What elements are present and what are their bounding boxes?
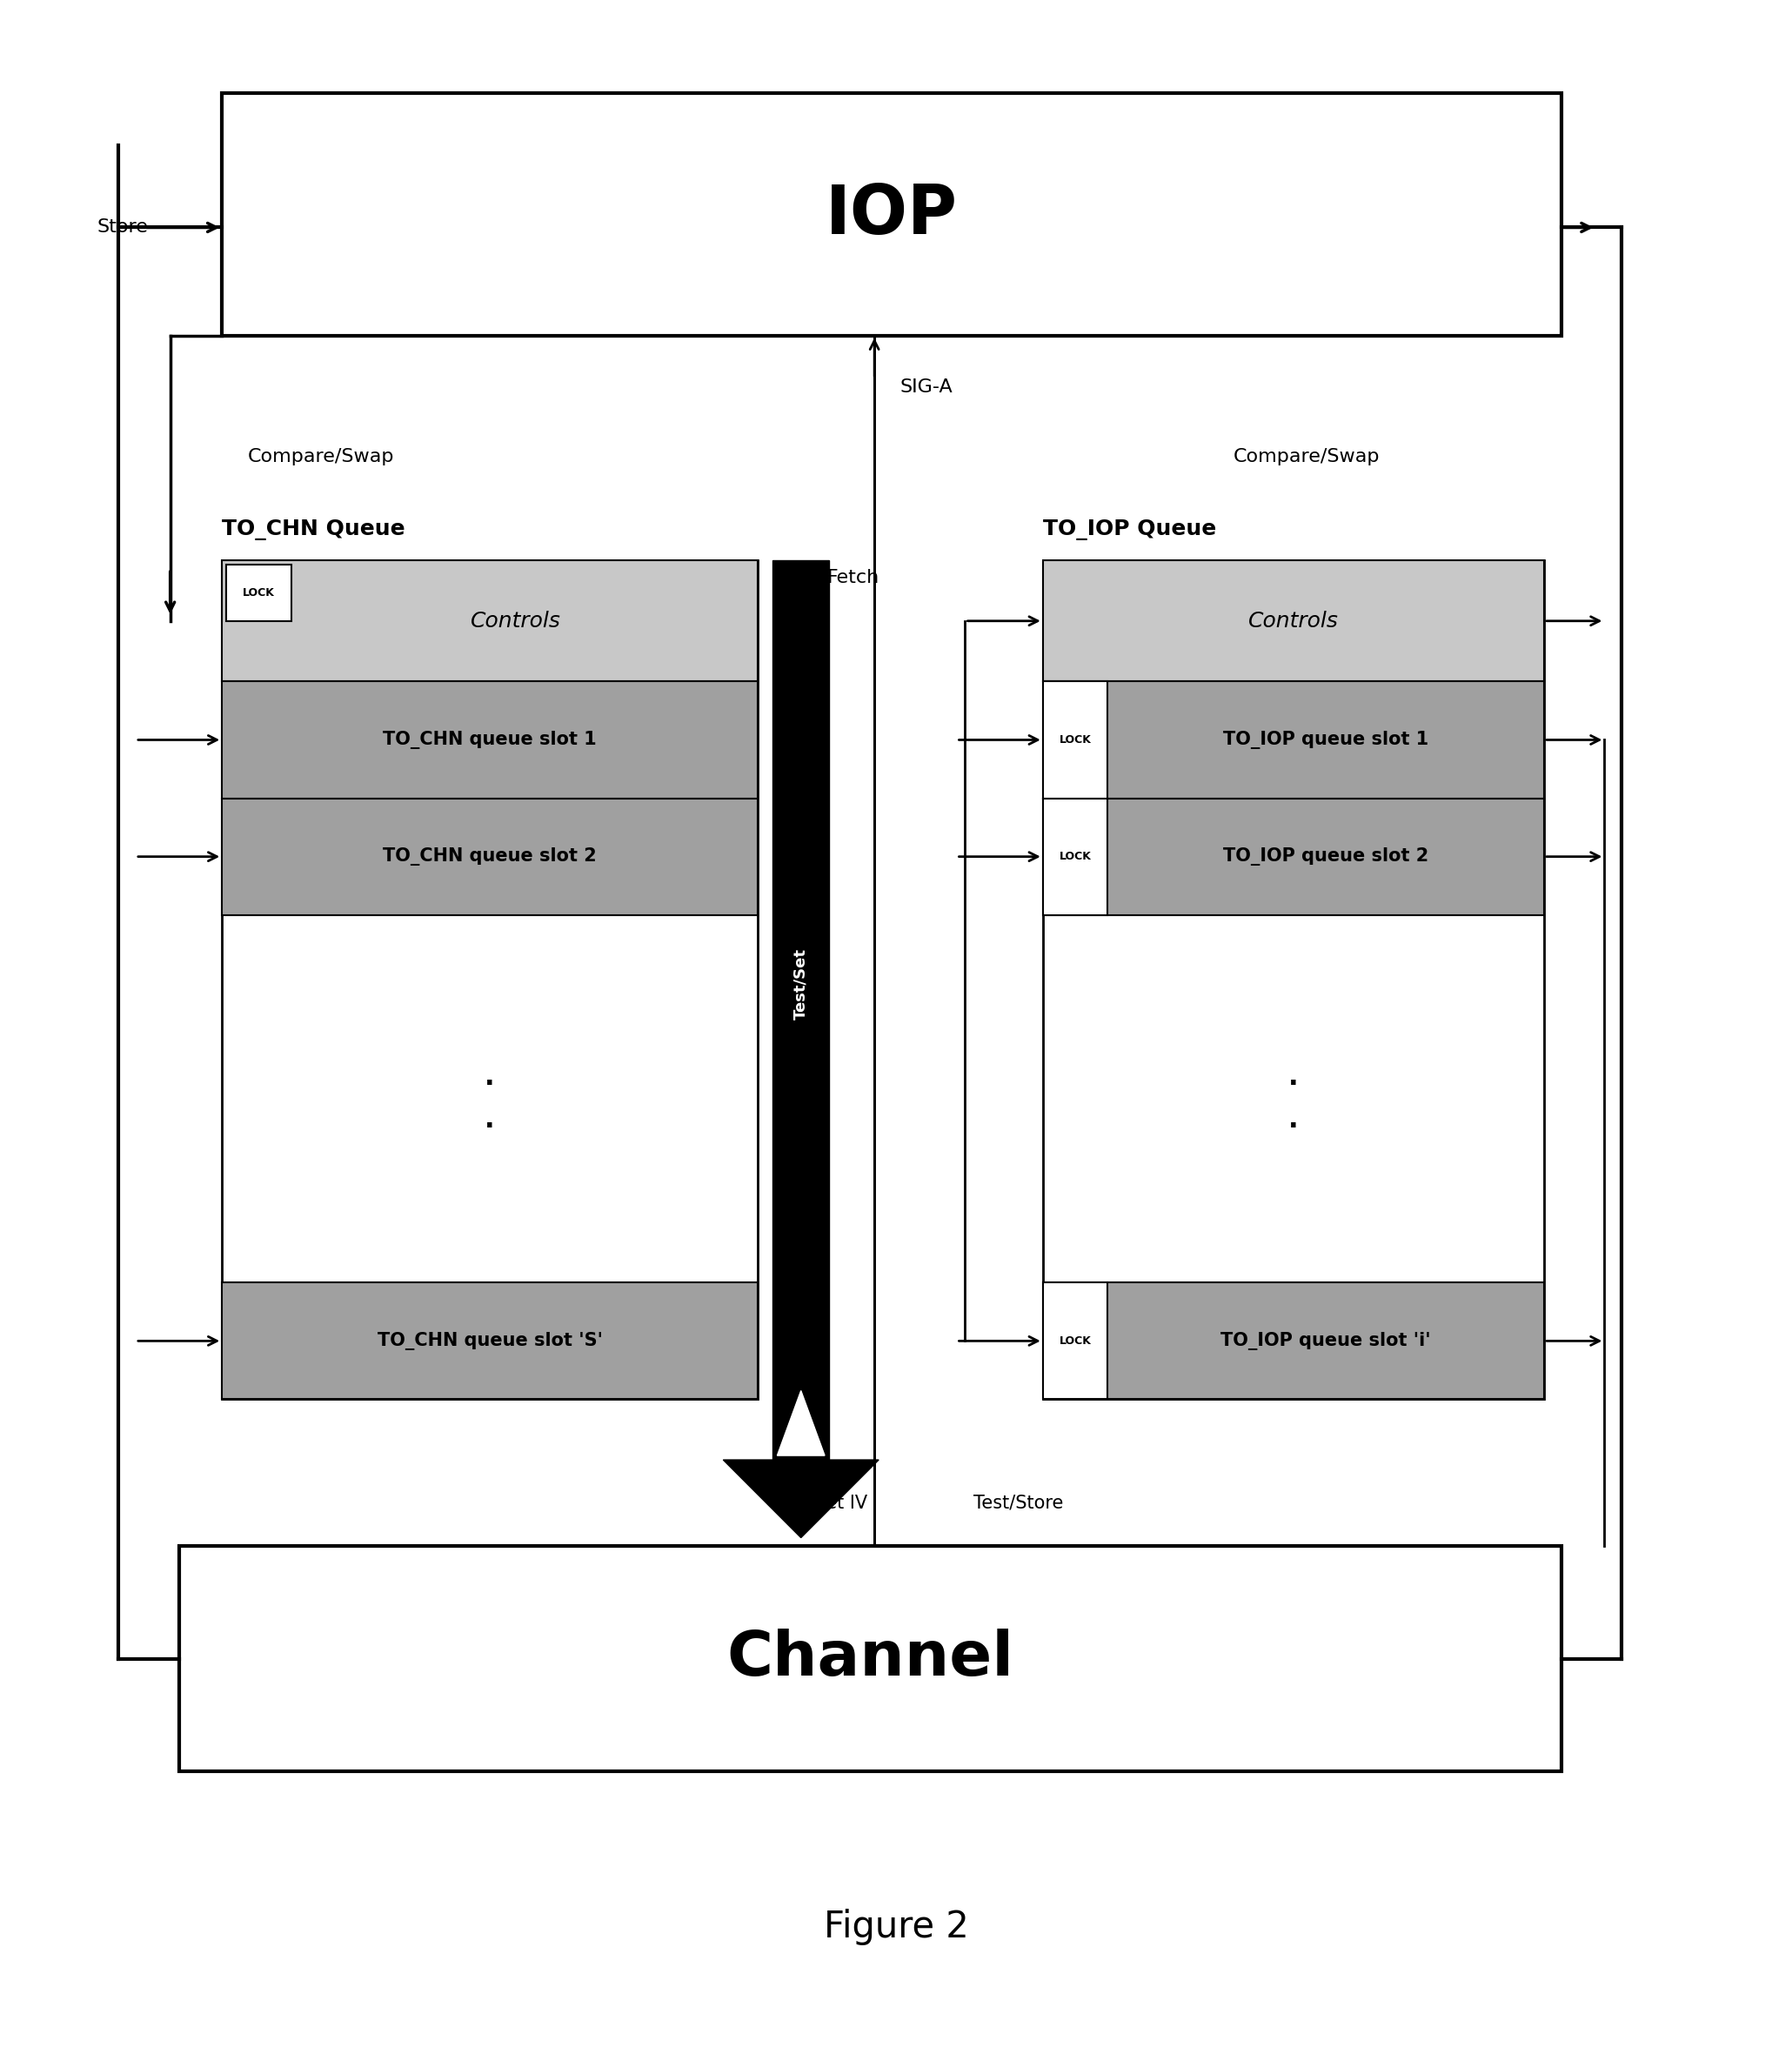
Text: Compare/Swap: Compare/Swap bbox=[247, 448, 394, 466]
Bar bbox=[1043, 561, 1545, 1399]
Text: Channel: Channel bbox=[726, 1629, 1014, 1688]
Text: TO_CHN queue slot 'S': TO_CHN queue slot 'S' bbox=[378, 1331, 602, 1349]
Bar bbox=[222, 561, 758, 682]
Text: TO_CHN queue slot 2: TO_CHN queue slot 2 bbox=[383, 848, 597, 865]
Bar bbox=[1043, 1282, 1107, 1399]
Bar bbox=[772, 561, 830, 1460]
Text: Controls: Controls bbox=[1249, 610, 1339, 631]
Bar bbox=[1043, 682, 1545, 799]
Polygon shape bbox=[778, 1391, 824, 1456]
Bar bbox=[1043, 682, 1107, 799]
Text: Controls: Controls bbox=[471, 610, 561, 631]
Text: TO_IOP Queue: TO_IOP Queue bbox=[1043, 520, 1217, 540]
Text: Store: Store bbox=[97, 218, 149, 236]
Text: SIG-A: SIG-A bbox=[900, 378, 953, 396]
Bar bbox=[222, 92, 1561, 335]
Text: TO_IOP queue slot 1: TO_IOP queue slot 1 bbox=[1224, 731, 1428, 750]
Bar bbox=[222, 1282, 758, 1399]
Text: .: . bbox=[486, 1107, 495, 1134]
Text: TO_CHN Queue: TO_CHN Queue bbox=[222, 520, 405, 540]
Text: Test/Store: Test/Store bbox=[973, 1495, 1064, 1512]
Text: TO_CHN queue slot 1: TO_CHN queue slot 1 bbox=[383, 731, 597, 750]
Bar bbox=[222, 799, 758, 914]
Text: .: . bbox=[1288, 1064, 1299, 1091]
Bar bbox=[1043, 799, 1107, 914]
Text: LOCK: LOCK bbox=[1059, 733, 1091, 746]
Text: LOCK: LOCK bbox=[1059, 850, 1091, 863]
Bar bbox=[1043, 1282, 1545, 1399]
Text: Set IV: Set IV bbox=[814, 1495, 867, 1512]
Text: Compare/Swap: Compare/Swap bbox=[1233, 448, 1380, 466]
Text: IOP: IOP bbox=[826, 181, 957, 249]
Bar bbox=[1043, 799, 1545, 914]
Text: TO_IOP queue slot 'i': TO_IOP queue slot 'i' bbox=[1220, 1331, 1432, 1349]
Text: LOCK: LOCK bbox=[1059, 1335, 1091, 1347]
Text: Figure 2: Figure 2 bbox=[824, 1908, 968, 1945]
Text: Fetch: Fetch bbox=[826, 569, 880, 585]
Text: .: . bbox=[486, 1064, 495, 1091]
Bar bbox=[226, 565, 290, 620]
Text: Test/Set: Test/Set bbox=[794, 949, 808, 1021]
Bar bbox=[1043, 561, 1545, 682]
Text: LOCK: LOCK bbox=[242, 587, 274, 598]
Bar bbox=[222, 682, 758, 799]
Polygon shape bbox=[724, 1460, 878, 1538]
Text: TO_IOP queue slot 2: TO_IOP queue slot 2 bbox=[1224, 848, 1428, 865]
Text: .: . bbox=[1288, 1107, 1299, 1134]
Bar bbox=[222, 561, 758, 1399]
Bar bbox=[179, 1547, 1561, 1771]
